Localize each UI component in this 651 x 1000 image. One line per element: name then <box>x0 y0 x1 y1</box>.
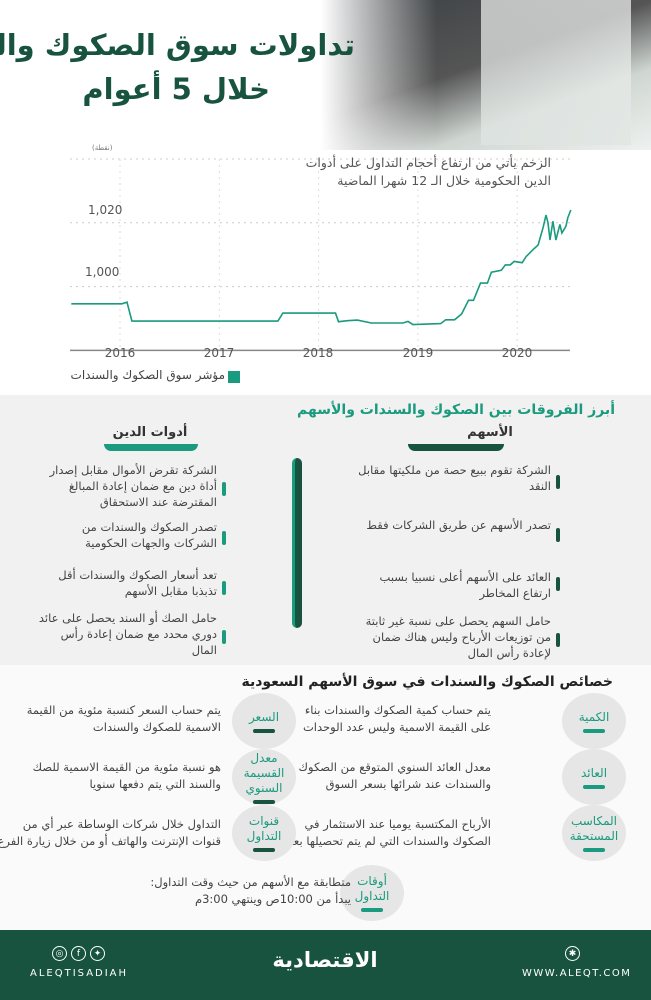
column-heading-stocks: الأسهم <box>467 425 513 440</box>
features-section: خصائص الصكوك والسندات في سوق الأسهم السع… <box>0 665 651 930</box>
feature-mark <box>583 728 605 733</box>
facebook-icon[interactable]: f <box>71 946 86 961</box>
line-chart: (نقطة) الزخم يأتي من ارتفاع أحجام التداو… <box>0 0 651 395</box>
feature-label-text: قنوات التداول <box>246 814 282 843</box>
bullet-mark <box>222 531 226 545</box>
instagram-icon[interactable]: ◎ <box>52 946 67 961</box>
x-tick-label: 2019 <box>402 346 434 360</box>
bullet-mark <box>222 482 226 496</box>
chart-canvas <box>70 158 572 352</box>
stocks-item: العائد على الأسهم أعلى نسبيا بسبب ارتفاع… <box>379 570 551 600</box>
feature-mark <box>583 784 605 789</box>
x-tick-label: 2018 <box>302 346 334 360</box>
stocks-item: تصدر الأسهم عن طريق الشركات فقط <box>366 518 551 532</box>
feature-text-line: الصكوك والسندات التي لم يتم تحصيلها بعد <box>287 834 491 848</box>
series-line <box>71 209 572 326</box>
feature-text: يتم حساب السعر كنسبة مئوية من القيمة الاس… <box>27 702 221 736</box>
column-bar <box>104 444 198 451</box>
hero-banner: تداولات سوق الصكوك والسندات خلال 5 أعوام <box>0 0 651 150</box>
feature-text-line: يبدأ من 10:00ص وينتهي 3:00م <box>194 892 351 906</box>
feature-text: متطابقة مع الأسهم من حيث وقت التداول: يبد… <box>150 874 351 908</box>
divider-line <box>292 458 302 628</box>
column-heading-debt: أدوات الدين <box>112 425 188 440</box>
feature-label: العائد <box>562 749 626 805</box>
feature-label: المكاسب المستحقة <box>562 805 626 861</box>
social-handle[interactable]: ALEQTISADIAH <box>30 968 129 979</box>
x-tick-label: 2016 <box>104 346 136 360</box>
feature-text: هو نسبة مئوية من القيمة الاسمية للصك والس… <box>33 759 221 793</box>
feature-text-line: على القيمة الاسمية وليس عدد الوحدات <box>302 720 491 734</box>
feature-text-line: الأرباح المكتسبة يوميا عند الاستثمار في <box>304 817 491 831</box>
unit-label: (نقطة) <box>92 144 113 152</box>
feature-mark <box>253 799 275 804</box>
globe-icon: ✱ <box>565 946 580 961</box>
feature-label-text: معدل القسيمة السنوي <box>243 750 285 795</box>
x-tick-label: 2017 <box>203 346 235 360</box>
page-title: تداولات سوق الصكوك والسندات <box>0 28 355 62</box>
annotation-line: الدين الحكومية خلال الـ 12 شهرا الماضية <box>337 173 551 188</box>
differences-section: أبرز الفروقات بين الصكوك والسندات والأسه… <box>0 395 651 665</box>
feature-text-line: والسندات عند شرائها بسعر السوق <box>325 777 491 791</box>
debt-item: تعد أسعار الصكوك والسندات أقل تذبذبا مقا… <box>58 568 217 598</box>
y-tick-label: 1,000 <box>85 265 120 279</box>
feature-mark <box>583 848 605 852</box>
feature-text-line: التداول خلال شركات الوساطة عبر أي من <box>22 817 221 831</box>
feature-mark <box>253 848 275 852</box>
bullet-mark <box>556 528 560 542</box>
feature-label: أوقات التداول <box>340 865 404 921</box>
debt-item: حامل الصك أو السند يحصل على عائد دوري مح… <box>38 611 217 657</box>
feature-text: التداول خلال شركات الوساطة عبر أي من قنوا… <box>0 816 221 850</box>
social-icons: ◎ f ✦ <box>52 946 105 961</box>
feature-text: يتم حساب كمية الصكوك والسندات بناء على ال… <box>303 702 491 736</box>
feature-text: معدل العائد السنوي المتوقع من الصكوك والس… <box>299 759 491 793</box>
chart-annotation: الزخم يأتي من ارتفاع أحجام التداول على أ… <box>306 154 551 190</box>
bullet-mark <box>556 633 560 647</box>
debt-item: الشركة تقرض الأموال مقابل إصدار أداة دين… <box>49 463 217 509</box>
feature-label-text: أوقات التداول <box>354 874 390 903</box>
feature-label: معدل القسيمة السنوي <box>232 749 296 805</box>
column-bar <box>408 444 504 451</box>
feature-text: الأرباح المكتسبة يوميا عند الاستثمار في ا… <box>288 816 491 850</box>
feature-label: قنوات التداول <box>232 805 296 861</box>
footer: ◎ f ✦ ALEQTISADIAH الاقتصادية ✱ WWW.ALEQ… <box>0 930 651 1000</box>
bullet-mark <box>222 630 226 644</box>
page-subtitle: خلال 5 أعوام <box>82 72 270 106</box>
debt-item: تصدر الصكوك والسندات من الشركات والجهات … <box>81 520 217 550</box>
feature-text-line: قنوات الإنترنت والهاتف أو من خلال زيارة … <box>0 834 221 848</box>
feature-text-line: يتم حساب كمية الصكوك والسندات بناء <box>304 703 491 717</box>
feature-mark <box>361 908 383 912</box>
feature-text-line: والسند التي يتم دفعها سنويا <box>89 777 221 791</box>
bullet-mark <box>556 475 560 489</box>
bullet-mark <box>222 581 226 595</box>
feature-label-text: المكاسب المستحقة <box>569 814 619 843</box>
stocks-item: حامل السهم يحصل على نسبة غير ثابتة من تو… <box>365 614 551 660</box>
bullet-mark <box>556 577 560 591</box>
feature-mark <box>253 728 275 733</box>
section-title: خصائص الصكوك والسندات في سوق الأسهم السع… <box>241 674 613 690</box>
feature-text-line: الاسمية للصكوك والسندات <box>92 720 221 734</box>
section-title: أبرز الفروقات بين الصكوك والسندات والأسه… <box>297 402 615 418</box>
brand-logo: الاقتصادية <box>272 948 378 972</box>
x-tick-label: 2020 <box>501 346 533 360</box>
feature-label: السعر <box>232 693 296 749</box>
stocks-item: الشركة تقوم ببيع حصة من ملكيتها مقابل ال… <box>358 463 551 493</box>
legend-label: مؤشر سوق الصكوك والسندات <box>70 368 225 382</box>
twitter-icon[interactable]: ✦ <box>90 946 105 961</box>
feature-label-text: السعر <box>248 709 280 724</box>
feature-label-text: الكمية <box>578 709 610 724</box>
annotation-line: الزخم يأتي من ارتفاع أحجام التداول على أ… <box>305 155 551 170</box>
feature-text-line: معدل العائد السنوي المتوقع من الصكوك <box>298 760 491 774</box>
feature-label: الكمية <box>562 693 626 749</box>
feature-text-line: هو نسبة مئوية من القيمة الاسمية للصك <box>32 760 221 774</box>
feature-text-line: متطابقة مع الأسهم من حيث وقت التداول: <box>150 875 351 889</box>
feature-text-line: يتم حساب السعر كنسبة مئوية من القيمة <box>26 703 221 717</box>
feature-label-text: العائد <box>580 765 608 780</box>
website-link[interactable]: WWW.ALEQT.COM <box>522 968 632 979</box>
y-tick-label: 1,020 <box>88 203 123 217</box>
hero-screen-image <box>481 0 631 145</box>
legend-swatch <box>228 371 240 383</box>
